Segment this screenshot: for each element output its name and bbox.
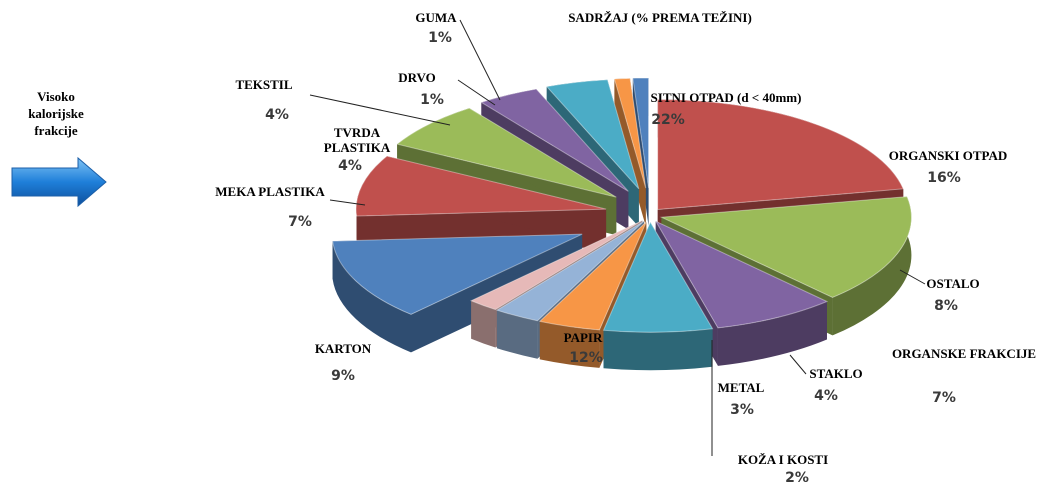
value-label: 2% — [785, 470, 809, 486]
leader-line — [457, 79, 496, 106]
leader-line — [459, 19, 501, 101]
slice-side — [539, 321, 600, 368]
slice-label: TEKSTIL — [235, 77, 293, 92]
slice — [632, 77, 650, 189]
slice-label: TVRDA PLASTIKA — [323, 125, 391, 155]
slice-side — [832, 196, 912, 336]
slice — [657, 98, 904, 210]
slice — [545, 79, 640, 190]
slice-label: ORGANSKE FRAKCIJE — [891, 346, 1037, 361]
slice-side — [332, 241, 412, 353]
value-label: 8% — [934, 298, 958, 314]
slice-label: MEKA PLASTIKA — [215, 184, 325, 199]
slice-label: METAL — [717, 380, 765, 395]
value-label: 12% — [569, 350, 603, 366]
slice — [602, 221, 714, 333]
value-label: 16% — [927, 170, 961, 186]
slice-side — [471, 300, 496, 348]
slice-label: KOŽA I KOSTI — [737, 452, 829, 467]
leader-line — [329, 199, 366, 206]
value-label: 7% — [932, 390, 956, 406]
slice — [332, 233, 583, 315]
chart-title: SADRŽAJ (% PREMA TEŽINI) — [568, 10, 752, 25]
value-label: 4% — [814, 388, 838, 404]
value-label: 4% — [338, 158, 362, 174]
value-label: 3% — [730, 402, 754, 418]
slice-label: STAKLO — [809, 366, 863, 381]
slice-label: GUMA — [415, 10, 457, 25]
slice — [538, 221, 647, 331]
slice-label: ORGANSKI OTPAD — [888, 148, 1008, 163]
slice-side — [717, 301, 827, 366]
leader-line — [899, 269, 926, 285]
slice — [659, 196, 912, 298]
leader-line — [309, 94, 451, 126]
value-label: 1% — [420, 92, 444, 108]
slice — [396, 107, 617, 198]
value-label: 22% — [651, 112, 685, 128]
arrow — [11, 156, 107, 208]
slice-label: PAPIR — [563, 330, 603, 345]
annotation: Visoko kalorijske frakcije — [28, 89, 84, 138]
slice — [355, 155, 607, 217]
slice-label: SITNI OTPAD (d < 40mm) — [650, 90, 802, 105]
slice-side — [603, 328, 713, 371]
value-label: 1% — [428, 30, 452, 46]
value-label: 7% — [288, 214, 312, 230]
slice — [613, 77, 647, 189]
slice-label: OSTALO — [926, 276, 980, 291]
slice — [495, 220, 645, 322]
slice — [654, 220, 829, 329]
value-label: 9% — [331, 368, 355, 384]
slice — [469, 220, 643, 311]
slice-side — [496, 310, 538, 359]
slice-label: DRVO — [398, 70, 436, 85]
slice — [480, 88, 629, 192]
leader-line — [789, 354, 807, 375]
value-label: 4% — [265, 107, 289, 123]
slice-label: KARTON — [314, 341, 372, 356]
